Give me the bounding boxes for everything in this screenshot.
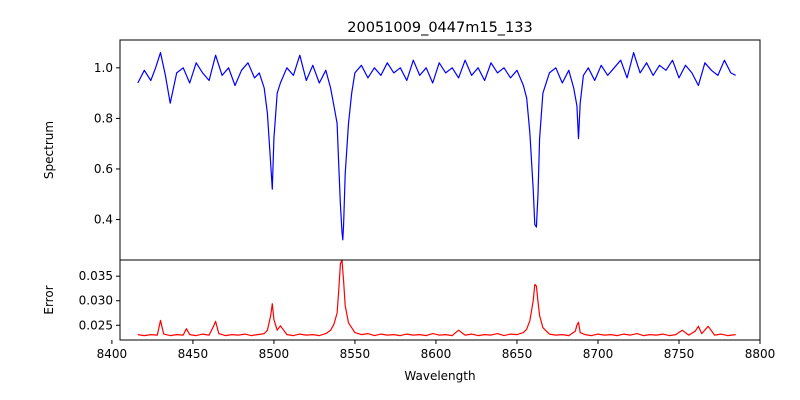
error-x-ticks: 8400 8450 8500 8550 8600 8650 8700 8750 8800: [97, 340, 776, 361]
error-panel: 0.025 0.030 0.035 8400 8450 8500 8550 8600 8650…: [42, 259, 776, 383]
x-tick-label: 8450: [178, 347, 209, 361]
x-tick-label: 8800: [745, 347, 776, 361]
x-tick-label: 8750: [664, 347, 695, 361]
error-y-axis-label: Error: [42, 285, 56, 314]
spectrum-axes-frame: [119, 39, 761, 261]
spectrum-y-ticks: 0.4 0.6 0.8 1.0: [94, 61, 120, 227]
error-axes-frame: [119, 259, 761, 341]
spectrum-series-layer: [137, 52, 736, 241]
y-tick-label: 1.0: [94, 61, 113, 75]
x-tick-label: 8650: [502, 347, 533, 361]
x-tick-label: 8550: [340, 347, 371, 361]
y-tick-label: 0.4: [94, 213, 113, 227]
spectrum-panel: 0.4 0.6 0.8 1.0 Spectrum: [42, 39, 761, 261]
x-tick-label: 8600: [421, 347, 452, 361]
y-tick-label: 0.8: [94, 111, 113, 125]
x-tick-label: 8500: [259, 347, 290, 361]
error-line: [137, 259, 736, 337]
y-tick-label: 0.6: [94, 162, 113, 176]
error-series-layer: [137, 259, 736, 337]
y-tick-label: 0.025: [79, 318, 113, 332]
x-tick-label: 8400: [97, 347, 128, 361]
x-axis-label: Wavelength: [404, 369, 475, 383]
spectrum-line: [137, 52, 736, 241]
error-y-ticks: 0.025 0.030 0.035: [79, 269, 120, 332]
spectrum-y-axis-label: Spectrum: [42, 121, 56, 179]
chart-title: 20051009_0447m15_133: [347, 20, 532, 36]
y-tick-label: 0.030: [79, 294, 113, 308]
x-tick-label: 8700: [583, 347, 614, 361]
y-tick-label: 0.035: [79, 269, 113, 283]
